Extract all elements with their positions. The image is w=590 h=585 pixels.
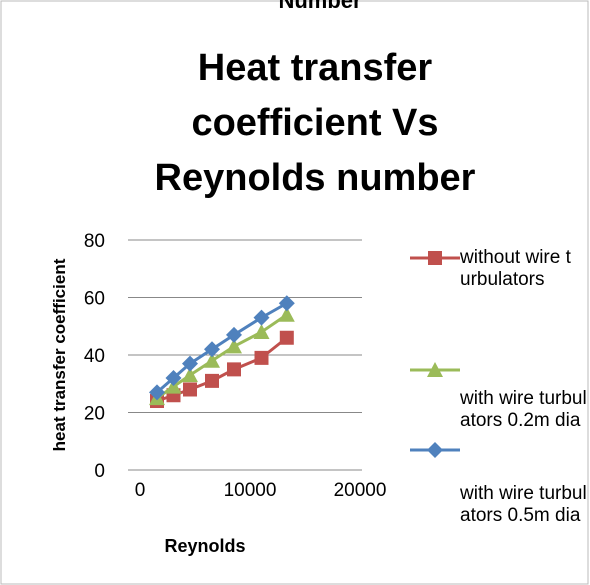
point	[226, 326, 242, 343]
point	[254, 350, 269, 365]
point	[149, 384, 165, 401]
y-tick-label: 0	[94, 461, 105, 482]
y-tick-label: 80	[84, 231, 105, 252]
legend-label: without wire turbulators	[460, 247, 571, 290]
y-tick-label: 20	[84, 404, 105, 425]
y-tick-label: 60	[84, 289, 105, 310]
point	[278, 295, 295, 312]
x-axis-label: Reynolds	[164, 536, 245, 556]
point	[204, 341, 220, 358]
point	[279, 330, 294, 345]
point	[165, 378, 182, 394]
x-tick-label: 10000	[224, 480, 277, 501]
point	[165, 370, 182, 386]
legend-label: with wire turbulators 0.2m dia	[460, 388, 587, 431]
point	[204, 352, 220, 368]
point	[183, 382, 197, 397]
x-tick-label: 20000	[334, 480, 387, 501]
legend-marker	[427, 442, 443, 458]
legend-marker	[428, 251, 442, 265]
point	[182, 355, 198, 372]
x-tick-label: 0	[135, 480, 146, 501]
point	[227, 362, 241, 377]
point	[182, 367, 198, 383]
point	[226, 338, 242, 354]
legend-label: with wire turbulators 0.5m dia	[460, 483, 587, 526]
clipped-heading: Number	[278, 0, 362, 13]
chart-title: Heat transfer coefficient Vs Reynolds numb…	[155, 47, 476, 199]
y-tick-label: 40	[84, 346, 105, 367]
point	[253, 309, 270, 326]
y-axis-label: heat transfer coefficient	[50, 258, 69, 451]
legend-marker	[427, 362, 443, 377]
point	[253, 324, 270, 339]
point	[278, 306, 295, 322]
point	[205, 373, 219, 388]
